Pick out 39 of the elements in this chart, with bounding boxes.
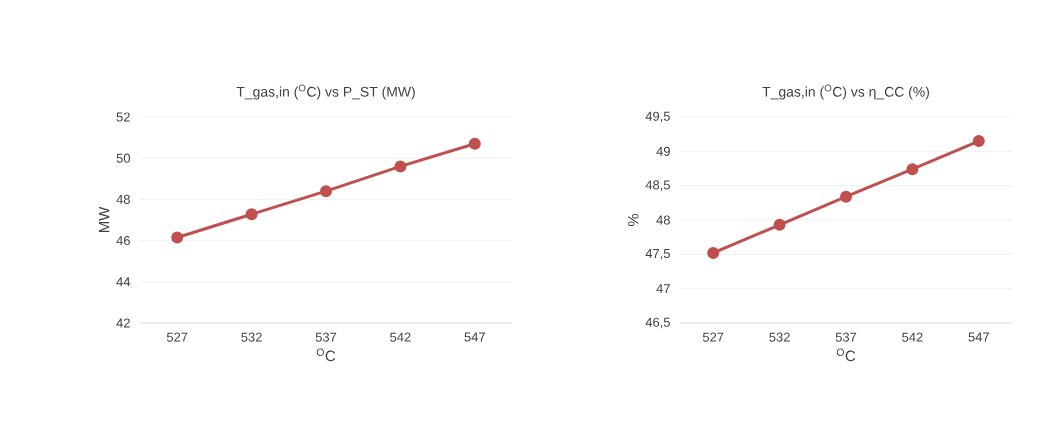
point [972, 135, 985, 148]
y-tick-label: 47 [656, 284, 670, 294]
y-tick-label: 46,5 [645, 317, 670, 329]
y-tick-label: 46 [116, 236, 130, 246]
x-tick-label: 547 [968, 332, 989, 342]
x-tick-label: 537 [835, 332, 857, 342]
x-tick-label: 532 [241, 332, 262, 342]
point [906, 163, 919, 176]
point [707, 246, 720, 259]
y-tick-label: 48 [116, 194, 130, 204]
point [468, 137, 481, 150]
point [394, 160, 407, 173]
point [773, 218, 786, 231]
y-tick-label: 48 [656, 215, 670, 225]
point [840, 190, 853, 203]
x-tick-label: 532 [769, 332, 790, 342]
x-tick-label: 527 [166, 332, 188, 342]
x-axis-title: $^{O}$C [316, 348, 336, 362]
x-tick-label: 527 [702, 332, 724, 342]
y-tick-label: 49 [656, 146, 670, 156]
point [171, 231, 184, 244]
y-tick-label: 44 [116, 277, 131, 287]
x-tick-label: 547 [464, 332, 485, 342]
x-axis-title: $^{O}$C [836, 348, 856, 362]
chart-title: T_gas,in ($^{O}$C) vs P_ST (MW) [236, 84, 415, 100]
y-tick-label: 48,5 [645, 180, 670, 192]
chart-title: T_gas,in ($^{O}$C) vs η_CC (%) [762, 84, 929, 100]
y-tick-label: 49,5 [645, 111, 670, 123]
x-tick-label: 542 [390, 332, 411, 342]
point [320, 185, 333, 198]
y-tick-label: 50 [116, 153, 130, 163]
y-tick-label: 52 [116, 112, 130, 122]
point [245, 208, 258, 221]
y-axis-title: % [628, 213, 639, 227]
x-tick-label: 537 [315, 332, 337, 342]
y-tick-label: 47,5 [645, 249, 670, 260]
y-axis-title: MW [98, 206, 110, 233]
x-tick-label: 542 [902, 332, 923, 342]
y-tick-label: 42 [116, 318, 130, 328]
